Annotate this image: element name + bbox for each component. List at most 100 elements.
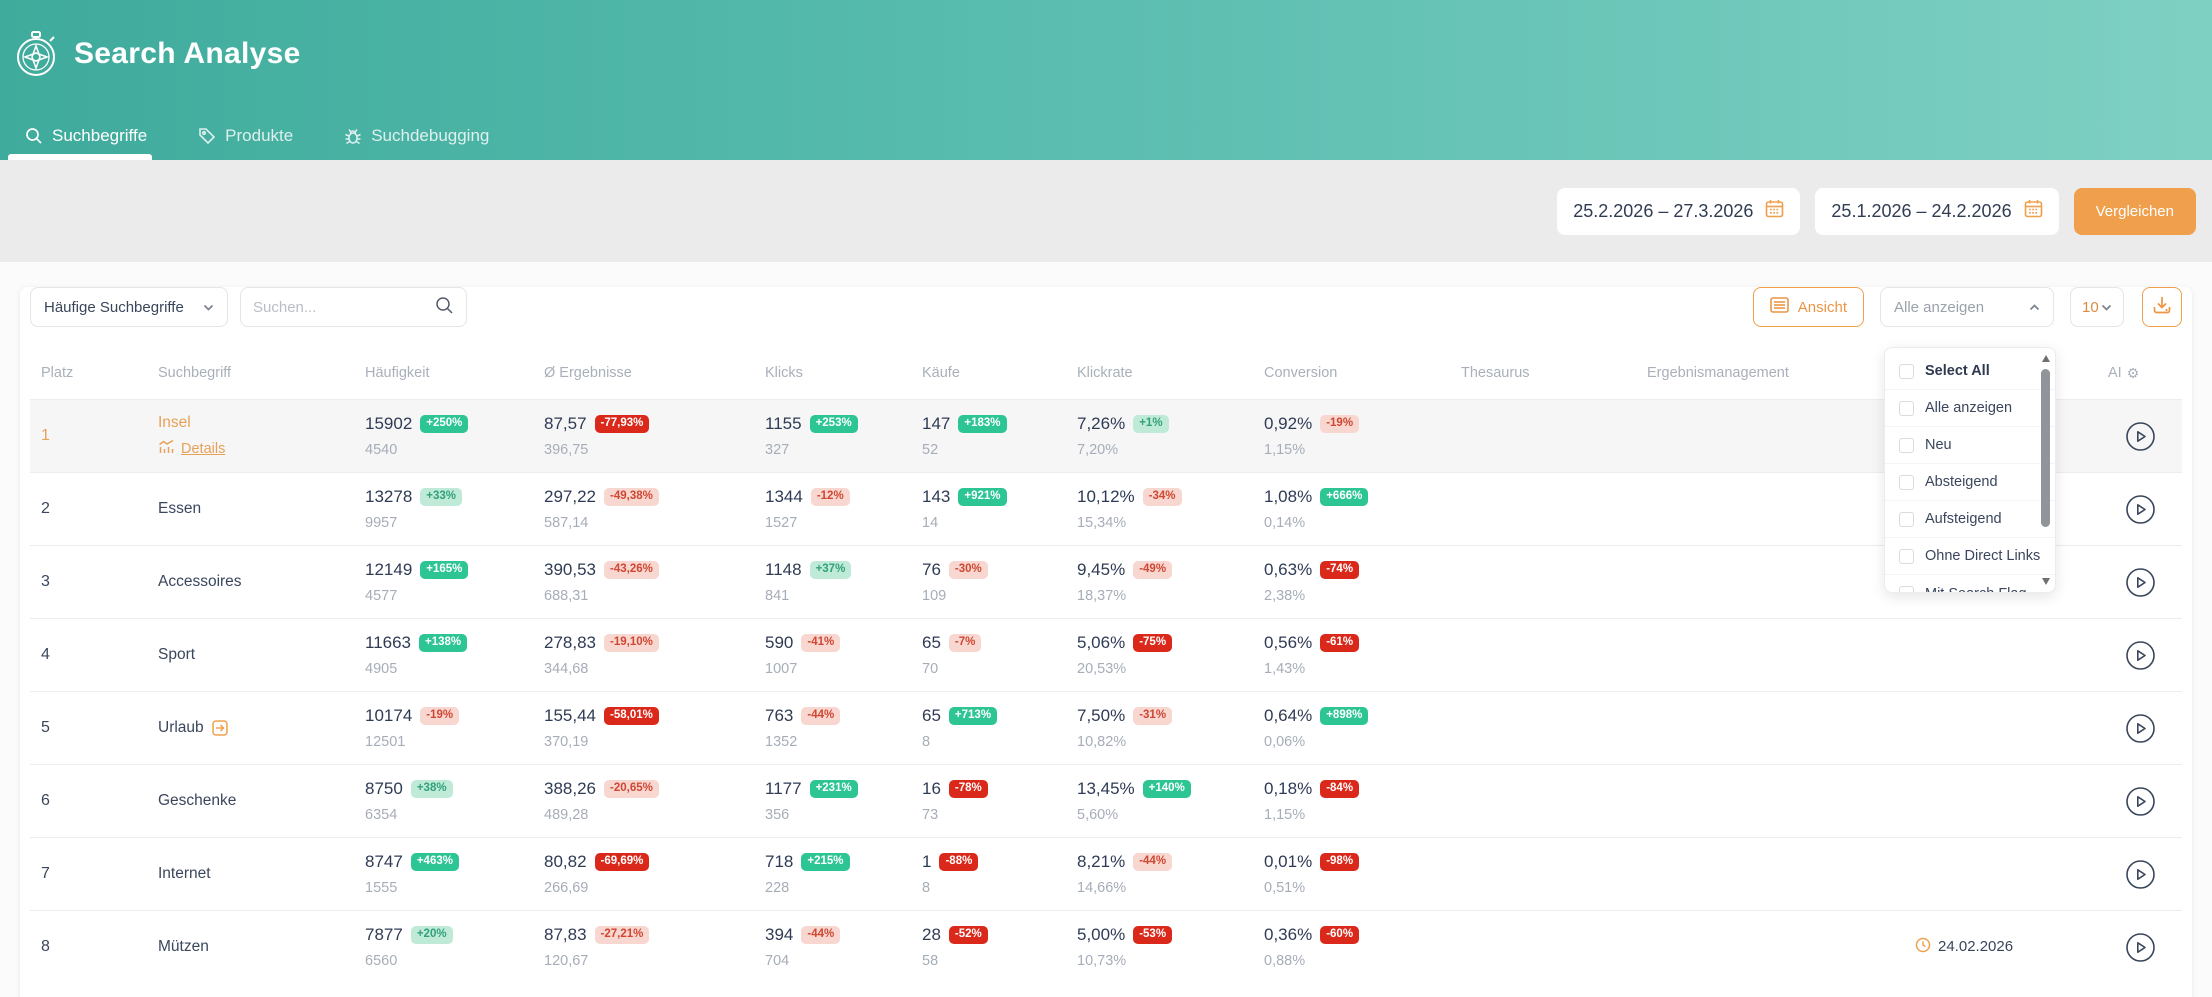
direct-link-icon[interactable] (211, 720, 228, 736)
scrollbar-thumb[interactable] (2041, 369, 2050, 527)
header-ergebnismanagement[interactable]: Ergebnismanagement (1647, 365, 1789, 381)
header-haeufigkeit[interactable]: Häufigkeit (365, 365, 430, 381)
show-filter-select[interactable]: Alle anzeigen (1880, 287, 2054, 327)
metric-conversion: 0,18% -84% 1,15% (1264, 779, 1461, 823)
metric-haeufigkeit: 8750 +38% 6354 (365, 779, 544, 823)
metric-prev-value: 266,69 (544, 880, 589, 896)
checkbox[interactable] (1899, 511, 1914, 527)
gear-icon[interactable]: ⚙ (2126, 364, 2140, 381)
date-range-text: 25.1.2026 – 24.2.2026 (1831, 200, 2012, 221)
metric-klicks: 1344 -12% 1527 (765, 487, 922, 531)
tab-suchbegriffe[interactable]: Suchbegriffe (25, 112, 147, 160)
header-ergebnisse[interactable]: Ø Ergebnisse (544, 365, 632, 381)
header-suchbegriff[interactable]: Suchbegriff (158, 365, 232, 381)
details-link-label[interactable]: Details (181, 440, 226, 457)
change-badge: +666% (1320, 488, 1369, 506)
header-ai[interactable]: AI ⚙ (2108, 365, 2173, 382)
checkbox[interactable] (1899, 474, 1914, 490)
checkbox[interactable] (1899, 363, 1914, 379)
dropdown-item[interactable]: Aufsteigend (1885, 501, 2055, 538)
tab-produkte[interactable]: Produkte (198, 112, 293, 160)
scroll-up-icon[interactable] (2042, 355, 2050, 362)
metric-ergebnisse: 297,22 -49,38% 587,14 (544, 487, 765, 531)
ai-play-button[interactable] (2125, 786, 2156, 817)
metric-prev-value: 841 (765, 588, 790, 604)
change-badge: +1% (1133, 415, 1169, 433)
category-select[interactable]: Häufige Suchbegriffe (30, 287, 228, 327)
metric-conversion: 0,01% -98% 0,51% (1264, 852, 1461, 896)
metric-value: 1,08% (1264, 487, 1313, 506)
details-link[interactable]: Details (158, 439, 365, 459)
table-row[interactable]: 5 Urlaub (30, 691, 2182, 764)
search-term[interactable]: Essen (158, 500, 202, 517)
ai-play-button[interactable] (2125, 713, 2156, 744)
search-term[interactable]: Internet (158, 865, 211, 882)
table-row[interactable]: 3 Accessoires (30, 545, 2182, 618)
change-badge: -69,69% (594, 853, 650, 871)
search-term[interactable]: Sport (158, 646, 196, 663)
date-range-compare[interactable]: 25.1.2026 – 24.2.2026 (1815, 187, 2059, 235)
header-conversion[interactable]: Conversion (1264, 365, 1338, 381)
tag-icon (198, 127, 216, 145)
checkbox[interactable] (1899, 437, 1914, 453)
search-term[interactable]: Urlaub (158, 719, 204, 736)
header-platz[interactable]: Platz (41, 365, 74, 381)
view-button[interactable]: Ansicht (1752, 287, 1864, 327)
ai-play-button[interactable] (2125, 567, 2156, 598)
metric-prev-value: 0,88% (1264, 953, 1306, 969)
change-badge: +33% (420, 488, 463, 506)
change-badge: -49,38% (604, 488, 659, 506)
table-row[interactable]: 7 Internet (30, 837, 2182, 910)
compare-button[interactable]: Vergleichen (2073, 187, 2196, 235)
metric-haeufigkeit: 8747 +463% 1555 (365, 852, 544, 896)
header-kaeufe[interactable]: Käufe (922, 365, 960, 381)
search-icon[interactable] (435, 296, 454, 319)
metric-prev-value: 10,73% (1077, 953, 1127, 969)
date-range-primary[interactable]: 25.2.2026 – 27.3.2026 (1557, 187, 1801, 235)
dropdown-scrollbar[interactable] (2040, 353, 2052, 587)
dropdown-item[interactable]: Alle anzeigen (1885, 390, 2055, 427)
change-badge: -75% (1133, 634, 1173, 652)
scroll-down-icon[interactable] (2042, 578, 2050, 585)
header-thesaurus[interactable]: Thesaurus (1461, 365, 1530, 381)
search-term[interactable]: Insel (158, 413, 191, 431)
table-row[interactable]: 2 Essen (30, 472, 2182, 545)
search-input[interactable] (253, 298, 423, 316)
metric-haeufigkeit: 10174 -19% 12501 (365, 706, 544, 750)
checkbox[interactable] (1899, 548, 1914, 564)
dropdown-item[interactable]: Mit Search Flag (1885, 575, 2055, 592)
table-row[interactable]: 6 Geschenke (30, 764, 2182, 837)
export-download-button[interactable] (2142, 287, 2182, 327)
search-term[interactable]: Mützen (158, 938, 209, 955)
search-term[interactable]: Geschenke (158, 792, 237, 809)
ai-play-button[interactable] (2125, 859, 2156, 890)
ai-play-button[interactable] (2125, 640, 2156, 671)
search-term-cell: Accessoires (158, 573, 365, 591)
rank-value: 8 (41, 938, 50, 955)
dropdown-item[interactable]: Ohne Direct Links (1885, 538, 2055, 575)
dropdown-item[interactable]: Select All (1885, 353, 2055, 390)
metric-kaeufe: 65 +713% 8 (922, 706, 1077, 750)
rank-value: 5 (41, 719, 50, 736)
ai-play-button[interactable] (2125, 421, 2156, 452)
rank-value: 6 (41, 792, 50, 809)
ai-play-button[interactable] (2125, 494, 2156, 525)
tab-suchdebugging[interactable]: Suchdebugging (344, 112, 489, 160)
header-klicks[interactable]: Klicks (765, 365, 803, 381)
header-klickrate[interactable]: Klickrate (1077, 365, 1133, 381)
search-term-cell: Internet (158, 865, 365, 883)
checkbox[interactable] (1899, 586, 1914, 592)
search-term-cell: Mützen (158, 938, 365, 956)
metric-value: 28 (922, 925, 941, 944)
ai-play-button[interactable] (2125, 932, 2156, 963)
table-controls: Häufige Suchbegriffe (30, 287, 2182, 327)
table-row[interactable]: 8 Mützen (30, 910, 2182, 983)
table-row[interactable]: 1 Insel Detai (30, 399, 2182, 472)
metric-value: 11663 (365, 633, 412, 652)
dropdown-item[interactable]: Neu (1885, 427, 2055, 464)
search-term[interactable]: Accessoires (158, 573, 242, 590)
checkbox[interactable] (1899, 400, 1914, 416)
table-row[interactable]: 4 Sport (30, 618, 2182, 691)
dropdown-item[interactable]: Absteigend (1885, 464, 2055, 501)
page-size-select[interactable]: 10 (2070, 287, 2124, 327)
